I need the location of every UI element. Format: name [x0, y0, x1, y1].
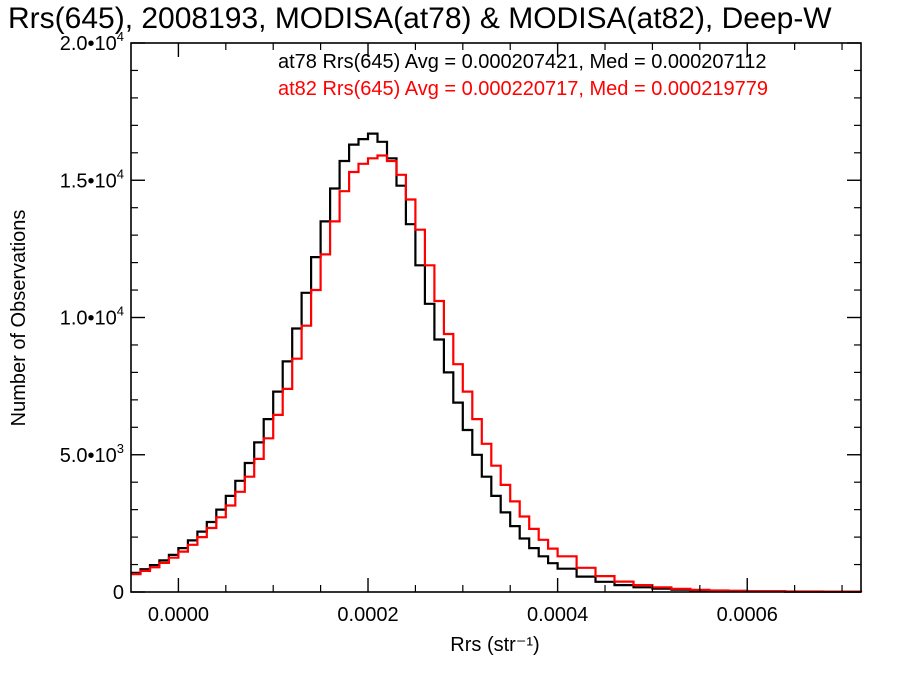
- y-tick-label: 1.0•104: [60, 304, 124, 330]
- legend-entry-at78: at78 Rrs(645) Avg = 0.000207421, Med = 0…: [278, 51, 767, 73]
- series-at78-line: [131, 132, 863, 593]
- y-axis-label: Number of Observations: [8, 210, 30, 427]
- series-at82-line: [131, 154, 863, 593]
- chart-title: Rrs(645), 2008193, MODISA(at78) & MODISA…: [8, 2, 832, 35]
- plot-area: [130, 42, 863, 593]
- y-tick-label: 0: [113, 582, 124, 604]
- y-tick-label: 2.0•104: [60, 29, 124, 55]
- y-axis: 0 5.0•103 1.0•104 1.5•104 2.0•104: [60, 29, 861, 604]
- x-axis: 0.0000 0.0002 0.0004 0.0006: [148, 43, 843, 626]
- y-tick-label: 5.0•103: [60, 441, 124, 467]
- plot-frame: [130, 42, 862, 593]
- x-tick-label: 0.0000: [148, 604, 209, 626]
- legend-entry-at82: at82 Rrs(645) Avg = 0.000220717, Med = 0…: [278, 78, 768, 100]
- y-tick-label: 1.5•104: [60, 166, 124, 192]
- x-tick-label: 0.0004: [527, 604, 588, 626]
- x-tick-label: 0.0002: [337, 604, 398, 626]
- x-axis-label: Rrs (str⁻¹): [450, 634, 539, 656]
- x-tick-label: 0.0006: [717, 604, 778, 626]
